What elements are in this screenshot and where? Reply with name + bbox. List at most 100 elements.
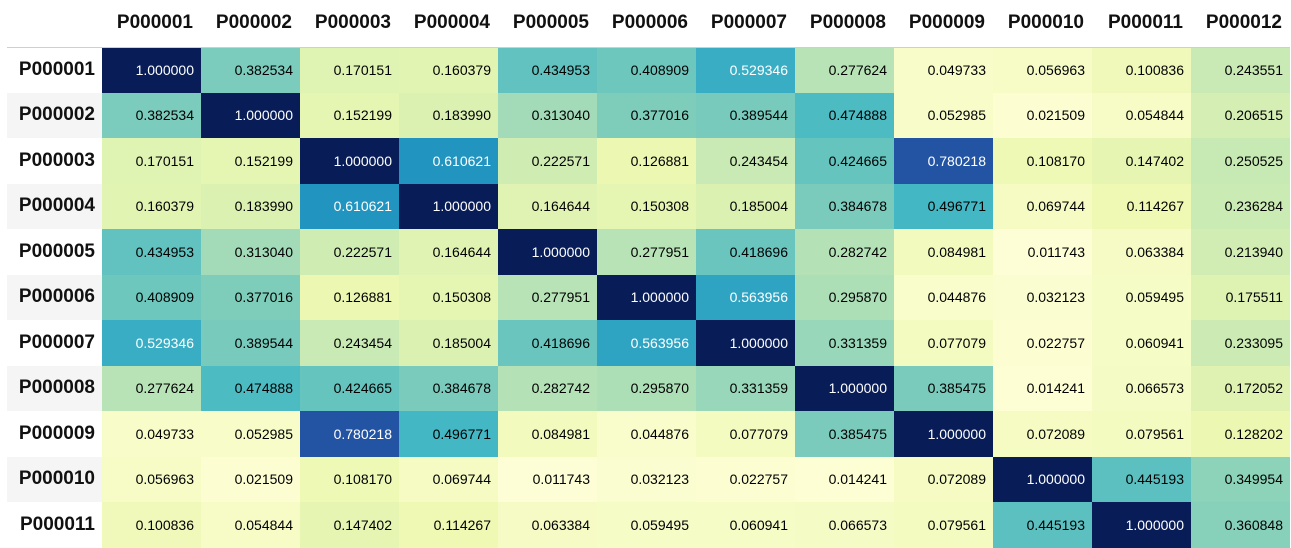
row-header[interactable]: P000005: [7, 229, 102, 275]
column-header[interactable]: P000004: [399, 0, 498, 48]
heatmap-cell: 0.060941: [696, 502, 795, 548]
heatmap-cell: 0.077079: [696, 411, 795, 457]
heatmap-cell: 0.377016: [597, 92, 696, 138]
heatmap-cell: 0.222571: [498, 138, 597, 184]
heatmap-cell: 0.384678: [399, 365, 498, 411]
column-header[interactable]: P000005: [498, 0, 597, 48]
heatmap-cell: 0.072089: [894, 456, 993, 502]
heatmap-cell: 0.128202: [1191, 411, 1290, 457]
heatmap-cell: 0.170151: [300, 47, 399, 93]
column-header[interactable]: P000007: [696, 0, 795, 48]
row-header[interactable]: P000008: [7, 365, 102, 411]
heatmap-cell: 0.044876: [597, 411, 696, 457]
heatmap-cell: 0.236284: [1191, 183, 1290, 229]
column-header[interactable]: P000003: [300, 0, 399, 48]
table-row: P000009 0.049733 0.052985 0.780218 0.496771 0…: [7, 411, 1290, 457]
row-header[interactable]: P000001: [7, 47, 102, 93]
heatmap-cell: 0.022757: [696, 456, 795, 502]
heatmap-cell: 0.052985: [894, 92, 993, 138]
heatmap-cell: 0.563956: [696, 274, 795, 320]
column-header-row: P000001 P000002 P000003 P000004 P000005 P0000…: [7, 0, 1290, 48]
heatmap-cell: 1.000000: [399, 183, 498, 229]
heatmap-cell: 0.014241: [993, 365, 1092, 411]
heatmap-cell: 0.069744: [399, 456, 498, 502]
heatmap-cell: 0.185004: [399, 320, 498, 366]
table-row: P000005 0.434953 0.313040 0.222571 0.164644 1…: [7, 229, 1290, 275]
heatmap-cell: 0.282742: [795, 229, 894, 275]
heatmap-cell: 0.059495: [1092, 274, 1191, 320]
column-header[interactable]: P000001: [102, 0, 201, 48]
heatmap-cell: 0.077079: [894, 320, 993, 366]
heatmap-cell: 0.108170: [300, 456, 399, 502]
heatmap-cell: 0.496771: [894, 183, 993, 229]
column-header[interactable]: P000010: [993, 0, 1092, 48]
heatmap-cell: 0.170151: [102, 138, 201, 184]
heatmap-cell: 0.408909: [597, 47, 696, 93]
column-header[interactable]: P000011: [1092, 0, 1191, 48]
heatmap-cell: 0.011743: [993, 229, 1092, 275]
column-header[interactable]: P000006: [597, 0, 696, 48]
correlation-heatmap-table: P000001 P000002 P000003 P000004 P000005 P0000…: [7, 0, 1290, 548]
heatmap-cell: 0.474888: [795, 92, 894, 138]
heatmap-cell: 0.418696: [696, 229, 795, 275]
heatmap-cell: 0.164644: [498, 183, 597, 229]
heatmap-cell: 0.295870: [597, 365, 696, 411]
heatmap-cell: 0.445193: [993, 502, 1092, 548]
heatmap-cell: 0.313040: [201, 229, 300, 275]
heatmap-cell: 1.000000: [894, 411, 993, 457]
row-header[interactable]: P000003: [7, 138, 102, 184]
heatmap-cell: 0.385475: [795, 411, 894, 457]
heatmap-cell: 0.418696: [498, 320, 597, 366]
heatmap-cell: 0.434953: [102, 229, 201, 275]
heatmap-cell: 0.049733: [102, 411, 201, 457]
heatmap-cell: 0.172052: [1191, 365, 1290, 411]
corner-cell: [7, 0, 102, 48]
row-header[interactable]: P000002: [7, 92, 102, 138]
heatmap-cell: 0.108170: [993, 138, 1092, 184]
column-header[interactable]: P000012: [1191, 0, 1290, 48]
heatmap-cell: 0.011743: [498, 456, 597, 502]
heatmap-cell: 0.377016: [201, 274, 300, 320]
row-header[interactable]: P000010: [7, 456, 102, 502]
table-row: P000001 1.000000 0.382534 0.170151 0.160379 0…: [7, 47, 1290, 93]
heatmap-cell: 0.022757: [993, 320, 1092, 366]
heatmap-cell: 0.349954: [1191, 456, 1290, 502]
heatmap-cell: 0.780218: [894, 138, 993, 184]
row-header[interactable]: P000007: [7, 320, 102, 366]
heatmap-cell: 0.147402: [300, 502, 399, 548]
heatmap-cell: 0.152199: [300, 92, 399, 138]
heatmap-cell: 0.474888: [201, 365, 300, 411]
heatmap-cell: 0.313040: [498, 92, 597, 138]
heatmap-cell: 0.032123: [993, 274, 1092, 320]
table-row: P000002 0.382534 1.000000 0.152199 0.183990 0…: [7, 92, 1290, 138]
heatmap-cell: 1.000000: [795, 365, 894, 411]
row-header[interactable]: P000011: [7, 502, 102, 548]
row-header[interactable]: P000004: [7, 183, 102, 229]
heatmap-cell: 0.079561: [1092, 411, 1191, 457]
heatmap-cell: 1.000000: [498, 229, 597, 275]
heatmap-cell: 1.000000: [597, 274, 696, 320]
heatmap-cell: 0.360848: [1191, 502, 1290, 548]
table-row: P000007 0.529346 0.389544 0.243454 0.185004 0…: [7, 320, 1290, 366]
heatmap-cell: 0.056963: [102, 456, 201, 502]
heatmap-cell: 0.175511: [1191, 274, 1290, 320]
table-row: P000011 0.100836 0.054844 0.147402 0.114267 0…: [7, 502, 1290, 548]
heatmap-cell: 0.445193: [1092, 456, 1191, 502]
heatmap-cell: 0.150308: [399, 274, 498, 320]
heatmap-cell: 0.114267: [1092, 183, 1191, 229]
row-header[interactable]: P000006: [7, 274, 102, 320]
heatmap-cell: 0.529346: [102, 320, 201, 366]
heatmap-cell: 1.000000: [1092, 502, 1191, 548]
heatmap-cell: 0.424665: [300, 365, 399, 411]
heatmap-cell: 0.277951: [498, 274, 597, 320]
row-header[interactable]: P000009: [7, 411, 102, 457]
column-header[interactable]: P000009: [894, 0, 993, 48]
heatmap-cell: 0.529346: [696, 47, 795, 93]
table-row: P000008 0.277624 0.474888 0.424665 0.384678 0…: [7, 365, 1290, 411]
heatmap-cell: 0.277624: [795, 47, 894, 93]
column-header[interactable]: P000002: [201, 0, 300, 48]
heatmap-cell: 0.183990: [201, 183, 300, 229]
heatmap-cell: 0.079561: [894, 502, 993, 548]
column-header[interactable]: P000008: [795, 0, 894, 48]
heatmap-cell: 1.000000: [993, 456, 1092, 502]
